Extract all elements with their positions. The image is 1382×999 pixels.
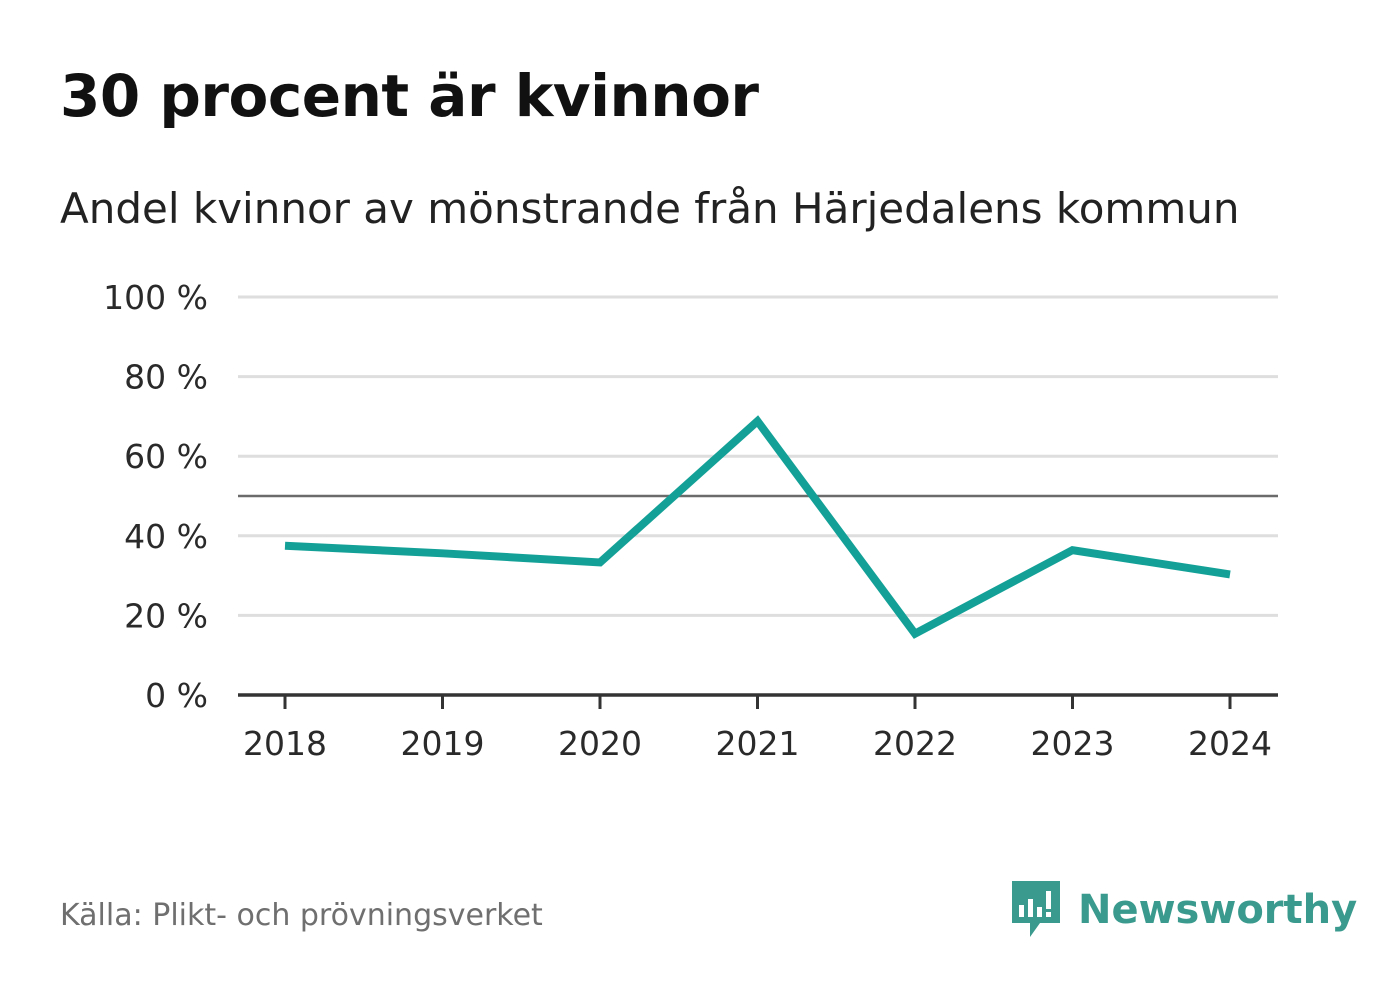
y-tick-label: 20 % [124, 596, 208, 635]
newsworthy-logo-icon [1012, 881, 1060, 937]
chart-title: 30 procent är kvinnor [60, 62, 759, 130]
y-tick-label: 80 % [124, 358, 208, 397]
line-chart: 0 % 20 % 40 % 60 % 80 % 100 % 2018 2019 2020 2021… [103, 278, 1278, 763]
y-tick-label: 40 % [124, 517, 208, 556]
y-tick-label: 100 % [103, 278, 208, 317]
brand-logo: Newsworthy [1010, 878, 1357, 942]
source-note: Källa: Plikt- och prövningsverket [60, 898, 543, 933]
y-tick-label: 0 % [145, 676, 208, 715]
x-tick-label: 2023 [1031, 724, 1115, 763]
brand-name: Newsworthy [1078, 887, 1358, 933]
chart-subtitle: Andel kvinnor av mönstrande från Härjeda… [60, 184, 1240, 233]
x-tick-label: 2018 [243, 724, 327, 763]
x-tick-label: 2022 [873, 724, 957, 763]
x-tick-label: 2021 [716, 724, 800, 763]
x-tick-label: 2020 [558, 724, 642, 763]
x-tick-label: 2019 [401, 724, 485, 763]
x-tick-label: 2024 [1188, 724, 1272, 763]
series-line-0 [284, 415, 1231, 639]
y-tick-label: 60 % [124, 437, 208, 476]
